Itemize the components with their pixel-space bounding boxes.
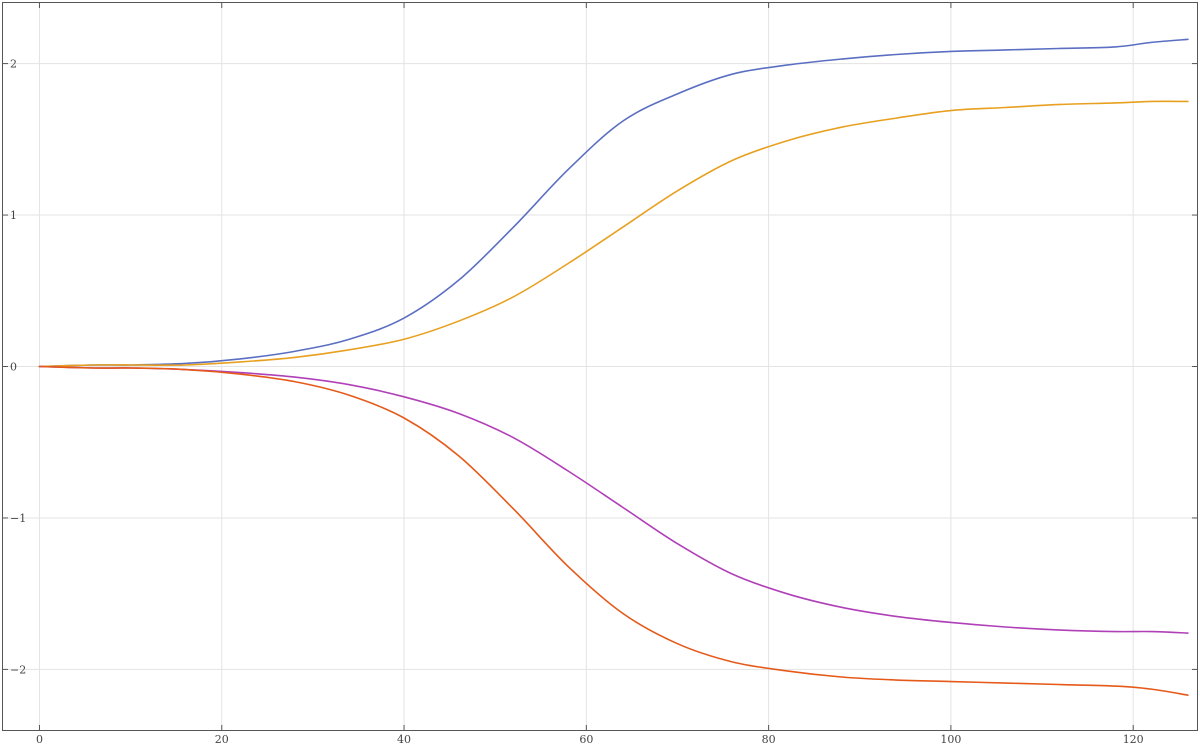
y-tick-label: 2 <box>10 58 17 71</box>
x-tick-label: 120 <box>1123 733 1144 746</box>
series-line-1 <box>38 38 1189 368</box>
x-tick-label: 40 <box>397 733 411 746</box>
y-tick-label: −1 <box>10 512 26 525</box>
y-tick-label: −2 <box>10 663 26 676</box>
x-tick-label: 80 <box>762 733 776 746</box>
x-tick-label: 100 <box>940 733 961 746</box>
series-line-2 <box>38 100 1189 368</box>
x-tick-label: 0 <box>36 733 43 746</box>
plot-frame <box>2 2 1198 731</box>
y-tick-label: 0 <box>10 361 17 374</box>
y-tick-label: 1 <box>10 209 17 222</box>
grid <box>3 3 1197 730</box>
axis-ticks: 0 20 40 60 80 100 120 −2 −1 0 1 2 <box>3 3 1197 746</box>
series-line-4 <box>38 365 1189 696</box>
x-tick-label: 60 <box>579 733 593 746</box>
series-line-3 <box>38 365 1189 634</box>
series-group <box>38 38 1189 696</box>
x-tick-label: 20 <box>215 733 229 746</box>
